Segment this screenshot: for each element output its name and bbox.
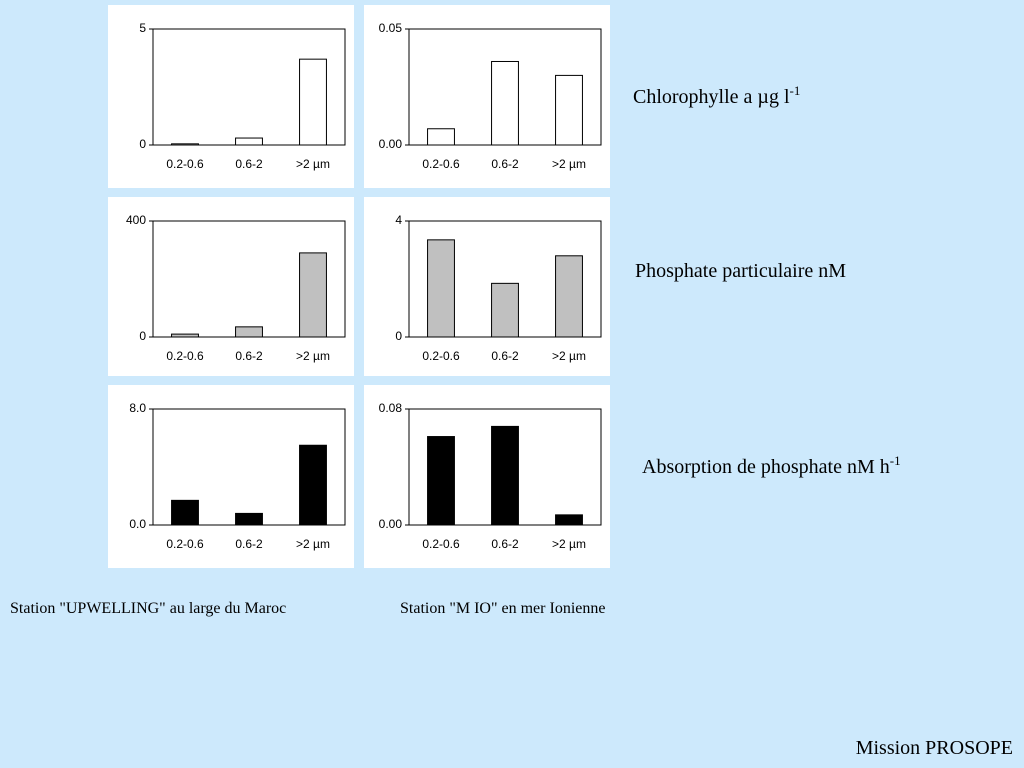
- y-tick-label: 0: [139, 137, 146, 151]
- y-tick-label: 5: [139, 21, 146, 35]
- y-tick-label: 0: [395, 329, 402, 343]
- station-label: Station "UPWELLING" au large du Maroc: [10, 600, 286, 617]
- y-tick-label: 0.05: [379, 21, 403, 35]
- row-label: Absorption de phosphate nM h-1: [642, 453, 901, 478]
- x-tick-label: 0.6-2: [235, 157, 263, 171]
- plot-frame: [408, 408, 602, 526]
- x-tick-label: 0.2-0.6: [166, 349, 204, 363]
- x-tick-label: 0.2-0.6: [422, 157, 460, 171]
- bar: [235, 512, 263, 526]
- x-tick-label: 0.2-0.6: [166, 537, 204, 551]
- x-tick-label: >2 µm: [552, 157, 586, 171]
- bar: [299, 252, 327, 338]
- x-tick-label: 0.6-2: [491, 157, 519, 171]
- bar: [555, 74, 583, 146]
- plot-frame: [408, 28, 602, 146]
- y-tick-label: 0.00: [379, 137, 403, 151]
- bar: [171, 499, 199, 526]
- bar: [555, 255, 583, 338]
- bar: [555, 514, 583, 526]
- y-tick-label: 8.0: [129, 401, 146, 415]
- row-label: Phosphate particulaire nM: [635, 260, 846, 282]
- y-tick-label: 400: [126, 213, 146, 227]
- y-tick-label: 0.00: [379, 517, 403, 531]
- x-tick-label: 0.6-2: [491, 537, 519, 551]
- bar: [427, 128, 455, 146]
- x-tick-label: 0.6-2: [491, 349, 519, 363]
- x-tick-label: >2 µm: [296, 349, 330, 363]
- superscript: -1: [790, 83, 801, 98]
- row-label-text: Phosphate particulaire nM: [635, 260, 846, 282]
- plot-frame: [152, 408, 346, 526]
- bar: [491, 425, 519, 526]
- row-label: Chlorophylle a µg l-1: [633, 83, 800, 108]
- x-tick-label: >2 µm: [296, 537, 330, 551]
- row-label-text: Absorption de phosphate nM h: [642, 456, 890, 478]
- x-tick-label: >2 µm: [552, 537, 586, 551]
- chart-panel: [364, 385, 610, 568]
- bar: [491, 60, 519, 146]
- x-tick-label: 0.6-2: [235, 537, 263, 551]
- x-tick-label: 0.2-0.6: [166, 157, 204, 171]
- x-tick-label: 0.6-2: [235, 349, 263, 363]
- bar: [427, 239, 455, 338]
- y-tick-label: 4: [395, 213, 402, 227]
- y-tick-label: 0.08: [379, 401, 403, 415]
- bar: [491, 282, 519, 338]
- footer: Mission PROSOPE: [856, 737, 1013, 759]
- y-tick-label: 0: [139, 329, 146, 343]
- bar: [235, 326, 263, 338]
- bar: [299, 444, 327, 526]
- bar: [427, 436, 455, 526]
- plot-frame: [152, 220, 346, 338]
- x-tick-label: >2 µm: [552, 349, 586, 363]
- row-label-text: Chlorophylle a µg l: [633, 86, 790, 108]
- y-tick-label: 0.0: [129, 517, 146, 531]
- superscript: -1: [890, 453, 901, 468]
- station-label: Station "M IO" en mer Ionienne: [400, 600, 605, 617]
- plot-frame: [152, 28, 346, 146]
- plot-frame: [408, 220, 602, 338]
- bar: [235, 137, 263, 146]
- x-tick-label: 0.2-0.6: [422, 349, 460, 363]
- bar: [299, 58, 327, 146]
- x-tick-label: 0.2-0.6: [422, 537, 460, 551]
- x-tick-label: >2 µm: [296, 157, 330, 171]
